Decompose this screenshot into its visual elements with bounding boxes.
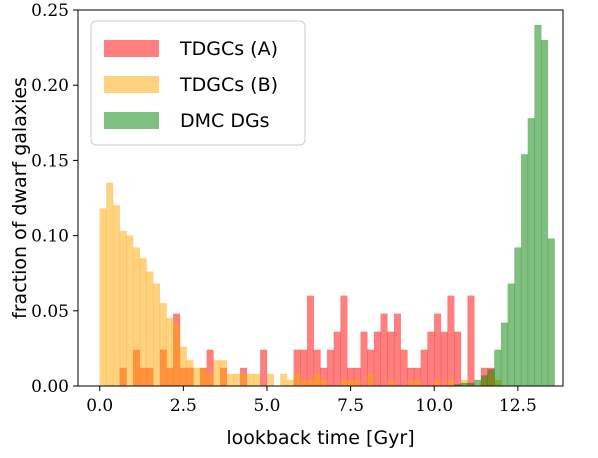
histogram-bar-series-1-bin-26: [286, 379, 294, 387]
x-tick-label: 7.5: [337, 396, 364, 416]
histogram-bar-series-1-bin-30: [313, 373, 321, 387]
histogram-bar-series-1-bin-23: [253, 373, 261, 387]
histogram-bar-series-0-bin-36: [440, 331, 448, 387]
histogram-bar-series-1-bin-5: [132, 247, 141, 387]
histogram-bar-series-2-bin-7: [500, 322, 509, 387]
histogram-bar-series-0-bin-34: [427, 331, 435, 387]
histogram-bar-series-1-bin-34: [353, 379, 361, 387]
histogram-bar-series-1-bin-38: [413, 379, 422, 387]
y-tick-label: 0.10: [31, 227, 69, 247]
histogram-bar-series-1-bin-8: [153, 283, 161, 387]
histogram-bar-series-1-bin-24: [266, 373, 274, 387]
x-axis-label: lookback time [Gyr]: [226, 427, 414, 449]
histogram-bar-series-0-bin-28: [387, 331, 395, 387]
histogram-bar-series-0-bin-33: [420, 349, 428, 387]
histogram-bar-series-2-bin-3: [474, 379, 482, 387]
y-tick-label: 0.25: [31, 1, 69, 21]
histogram-bar-series-1-bin-11: [173, 324, 181, 387]
histogram-bar-series-0-bin-24: [360, 331, 368, 387]
legend-label: TDGCs (B): [179, 74, 278, 96]
histogram-bar-series-0-bin-39: [467, 295, 475, 387]
x-tick-label: 12.5: [499, 396, 537, 416]
histogram-bar-series-1-bin-20: [233, 373, 241, 387]
x-tick-label: 10.0: [415, 396, 453, 416]
y-tick-label: 0.20: [31, 76, 69, 96]
histogram-bar-series-2-bin-4: [480, 375, 488, 387]
histogram-bar-series-2-bin-8: [507, 283, 515, 387]
histogram-bar-series-1-bin-18: [219, 360, 228, 387]
histogram-bar-series-1-bin-29: [306, 379, 315, 387]
histogram-bar-series-0-bin-21: [340, 295, 348, 387]
histogram-bar-series-1-bin-16: [206, 373, 214, 387]
histogram-bar-series-1-bin-27: [293, 373, 301, 387]
histogram-bar-series-1-bin-21: [239, 373, 248, 387]
y-axis-label: fraction of dwarf galaxies: [9, 77, 31, 319]
histogram-bar-series-0-bin-37: [447, 295, 455, 387]
histogram-bar-series-2-bin-13: [541, 39, 549, 387]
histogram-bar-series-1-bin-28: [300, 379, 308, 387]
x-tick-label: 5.0: [253, 396, 280, 416]
histogram-bar-series-1-bin-39: [433, 379, 442, 387]
histogram-bar-series-2-bin-10: [520, 154, 529, 387]
y-tick-label: 0.00: [31, 377, 69, 397]
histogram-bar-series-1-bin-15: [199, 367, 208, 387]
histogram-bar-series-2-bin-14: [547, 238, 555, 387]
histogram-bar-series-2-bin-11: [527, 118, 535, 387]
histogram-bar-series-0-bin-16: [306, 295, 315, 387]
legend-swatch: [104, 76, 159, 93]
histogram-bar-series-0-bin-38: [454, 331, 462, 387]
histogram-bar-series-1-bin-13: [186, 360, 194, 387]
histogram-bar-series-1-bin-17: [213, 360, 221, 387]
plot-frame: [77, 9, 564, 387]
legend: TDGCs (A) TDGCs (B) DMC DGs: [90, 20, 306, 146]
histogram-bar-series-1-bin-36: [387, 379, 395, 387]
histogram-bar-series-1-bin-1: [106, 182, 114, 387]
y-tick-label: 0.15: [31, 151, 69, 171]
histogram-bar-series-1-bin-19: [226, 373, 234, 387]
histogram-bar-series-1-bin-37: [407, 379, 415, 387]
x-tick-label: 2.5: [170, 396, 197, 416]
x-axis: 0.0 2.5 5.0 7.5 10.0 12.5: [86, 386, 537, 416]
legend-label: TDGCs (A): [179, 38, 278, 60]
histogram-bar-series-1-bin-7: [146, 271, 154, 387]
histogram-bar-series-1-bin-40: [447, 379, 455, 387]
histogram-bar-series-0-bin-30: [400, 349, 408, 387]
histogram-bar-series-0-bin-27: [380, 313, 388, 387]
x-tick-label: 0.0: [86, 396, 113, 416]
histogram-bar-series-2-bin-5: [487, 369, 495, 387]
histogram-bar-series-0-bin-35: [433, 313, 442, 387]
histogram-bar-series-1-bin-12: [179, 346, 187, 387]
histogram-bar-series-1-bin-6: [139, 257, 147, 387]
histogram-bar-series-1-bin-9: [159, 303, 167, 387]
histogram-bar-series-2-bin-6: [494, 349, 502, 387]
histogram-bars: [99, 24, 555, 387]
histogram-bar-series-1-bin-22: [246, 373, 254, 387]
histogram-bar-series-1-bin-4: [126, 235, 134, 387]
histogram-bar-series-1-bin-0: [99, 208, 107, 387]
legend-swatch: [104, 112, 159, 129]
histogram-bar-series-1-bin-10: [166, 318, 174, 387]
histogram-bar-series-0-bin-29: [393, 313, 402, 387]
histogram-bar-series-1-bin-31: [320, 379, 328, 387]
y-tick-label: 0.05: [31, 302, 69, 322]
y-axis: 0.00 0.05 0.10 0.15 0.20 0.25: [31, 1, 78, 397]
histogram-bar-series-2-bin-12: [534, 24, 542, 387]
histogram-bar-series-1-bin-14: [193, 367, 201, 387]
histogram-bar-series-2-bin-9: [514, 247, 522, 387]
histogram-bar-series-0-bin-13: [260, 349, 268, 387]
histogram-bar-series-1-bin-33: [347, 379, 355, 387]
histogram-bar-series-0-bin-26: [373, 331, 381, 387]
histogram-bar-series-1-bin-35: [367, 373, 375, 387]
histogram-bar-series-0-bin-19: [326, 349, 335, 387]
histogram-bar-series-1-bin-3: [119, 230, 127, 387]
histogram-bar-series-1-bin-25: [280, 373, 288, 387]
legend-label: DMC DGs: [180, 110, 270, 132]
histogram-bar-series-1-bin-2: [112, 205, 121, 387]
legend-swatch: [104, 40, 159, 57]
histogram-bar-series-1-bin-32: [340, 379, 348, 387]
histogram-bar-series-0-bin-20: [333, 331, 341, 387]
